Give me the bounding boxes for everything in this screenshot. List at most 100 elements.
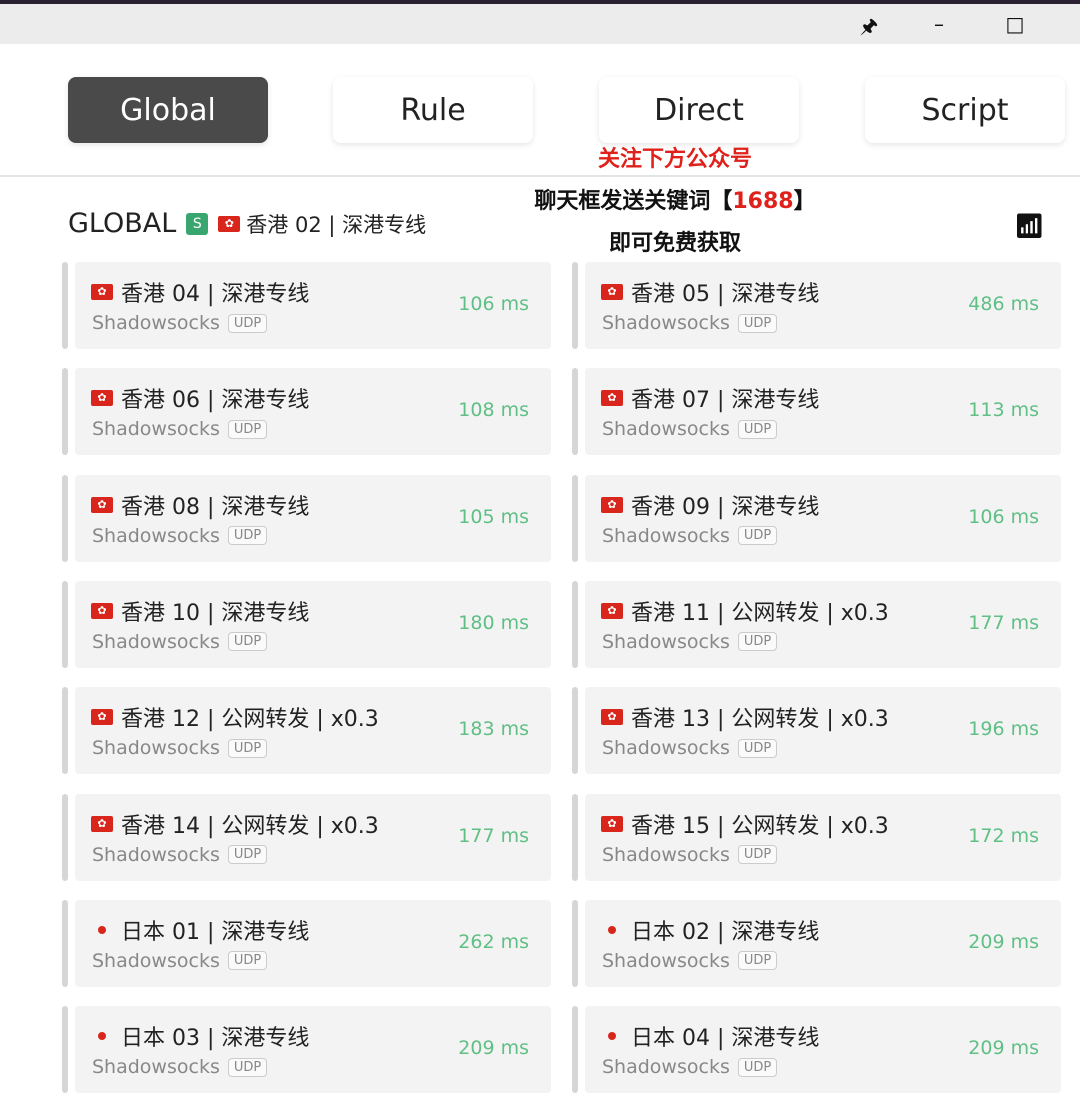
proxy-card[interactable]: 日本 01 | 深港专线 Shadowsocks UDP 262 ms — [75, 899, 551, 987]
proxy-card[interactable]: ✿ 香港 14 | 公网转发 | x0.3 Shadowsocks UDP 177 … — [75, 793, 551, 881]
proxy-card-indicator — [572, 793, 578, 881]
overlay-line-2: 聊天框发送关键词【1688】 — [0, 183, 1080, 215]
proxy-name-text: 香港 04 | 深港专线 — [121, 282, 310, 307]
overlay-text: 聊天框发送关键词【 — [534, 189, 733, 214]
proxy-type: Shadowsocks UDP — [92, 737, 268, 760]
proxy-name: ✿ 香港 05 | 深港专线 — [601, 276, 819, 308]
proxy-name-text: 香港 10 | 深港专线 — [121, 600, 310, 626]
udp-badge: UDP — [227, 419, 268, 439]
udp-badge: UDP — [737, 738, 778, 758]
maximize-icon[interactable]: □ — [1005, 12, 1025, 36]
proxy-name-text: 日本 03 | 深港专线 — [121, 1026, 310, 1052]
proxy-card[interactable]: ✿ 香港 12 | 公网转发 | x0.3 Shadowsocks UDP 183 … — [75, 687, 551, 775]
proxy-name-text: 日本 01 | 深港专线 — [121, 919, 310, 945]
title-bar: 🖈 – □ — [0, 4, 1080, 44]
mode-global-button[interactable]: Global — [68, 77, 268, 143]
proxy-card[interactable]: ✿ 香港 04 | 深港专线 Shadowsocks UDP 106 ms — [75, 262, 551, 349]
proxy-card[interactable]: 日本 03 | 深港专线 Shadowsocks UDP 209 ms — [75, 1006, 551, 1094]
proxy-delay[interactable]: 209 ms — [458, 1037, 529, 1060]
proxy-name: ✿ 香港 15 | 公网转发 | x0.3 — [601, 808, 889, 840]
jp-flag-icon — [601, 922, 623, 938]
proxy-card-indicator — [572, 262, 578, 349]
proxy-card[interactable]: ✿ 香港 05 | 深港专线 Shadowsocks UDP 486 ms — [585, 262, 1061, 349]
latency-test-icon[interactable]: 📶︎ — [1014, 212, 1045, 240]
proxy-delay[interactable]: 486 ms — [968, 293, 1039, 315]
overlay-keyword: 1688 — [732, 189, 794, 214]
proxy-protocol: Shadowsocks — [602, 843, 730, 866]
mode-script-button[interactable]: Script — [865, 77, 1065, 143]
proxy-delay[interactable]: 106 ms — [968, 505, 1039, 528]
proxy-delay[interactable]: 262 ms — [458, 930, 529, 953]
proxy-card[interactable]: 日本 04 | 深港专线 Shadowsocks UDP 209 ms — [585, 1006, 1061, 1094]
proxy-name: 日本 02 | 深港专线 — [601, 914, 819, 946]
proxy-delay[interactable]: 209 ms — [968, 1037, 1039, 1060]
group-header[interactable]: GLOBAL S ✿ 香港 02 | 深港专线 — [68, 208, 426, 239]
overlay-line-1: 关注下方公众号 — [597, 147, 752, 172]
proxy-delay[interactable]: 108 ms — [458, 399, 529, 422]
proxy-type: Shadowsocks UDP — [602, 950, 778, 972]
proxy-protocol: Shadowsocks — [602, 418, 730, 441]
proxy-card-indicator — [62, 368, 68, 456]
proxy-name: ✿ 香港 10 | 深港专线 — [91, 595, 309, 627]
proxy-name-text: 香港 14 | 公网转发 | x0.3 — [121, 813, 379, 839]
proxy-delay[interactable]: 196 ms — [968, 718, 1039, 741]
proxy-delay[interactable]: 113 ms — [968, 399, 1039, 422]
proxy-protocol: Shadowsocks — [92, 630, 220, 653]
proxy-name-text: 香港 11 | 公网转发 | x0.3 — [631, 600, 889, 626]
proxy-delay[interactable]: 177 ms — [968, 611, 1039, 634]
hk-flag-icon: ✿ — [601, 284, 623, 300]
hk-flag-icon: ✿ — [91, 390, 113, 407]
proxy-card[interactable]: ✿ 香港 09 | 深港专线 Shadowsocks UDP 106 ms — [585, 474, 1061, 562]
proxy-protocol: Shadowsocks — [602, 630, 730, 653]
overlay-line-3: 即可免费获取 — [608, 231, 741, 256]
proxy-delay[interactable]: 106 ms — [458, 293, 529, 315]
proxy-card-indicator — [62, 474, 68, 562]
proxy-card-indicator — [572, 474, 578, 562]
proxy-protocol: Shadowsocks — [602, 524, 730, 547]
proxy-name: ✿ 香港 13 | 公网转发 | x0.3 — [601, 701, 889, 733]
proxy-protocol: Shadowsocks — [602, 312, 730, 334]
proxy-name-text: 香港 06 | 深港专线 — [121, 388, 310, 414]
udp-badge: UDP — [227, 951, 268, 971]
proxy-delay[interactable]: 180 ms — [458, 611, 529, 634]
proxy-card[interactable]: ✿ 香港 15 | 公网转发 | x0.3 Shadowsocks UDP 172 … — [585, 793, 1061, 881]
udp-badge: UDP — [737, 526, 778, 546]
proxy-card[interactable]: ✿ 香港 06 | 深港专线 Shadowsocks UDP 108 ms — [75, 368, 551, 456]
proxy-card[interactable]: ✿ 香港 08 | 深港专线 Shadowsocks UDP 105 ms — [75, 474, 551, 562]
proxy-delay[interactable]: 177 ms — [458, 824, 529, 847]
proxy-type: Shadowsocks UDP — [92, 418, 268, 441]
overlay-text: 】 — [793, 189, 816, 214]
proxy-delay[interactable]: 105 ms — [458, 505, 529, 528]
proxy-name: ✿ 香港 07 | 深港专线 — [601, 382, 819, 414]
proxy-delay[interactable]: 172 ms — [968, 824, 1039, 847]
proxy-type: Shadowsocks UDP — [602, 418, 778, 441]
proxy-card-indicator — [572, 899, 578, 987]
proxy-card-indicator — [62, 899, 68, 987]
proxy-card[interactable]: ✿ 香港 11 | 公网转发 | x0.3 Shadowsocks UDP 177 … — [585, 580, 1061, 668]
proxy-name-text: 香港 08 | 深港专线 — [121, 494, 310, 520]
proxy-card[interactable]: 日本 02 | 深港专线 Shadowsocks UDP 209 ms — [585, 899, 1061, 987]
current-proxy-name: 香港 02 | 深港专线 — [246, 212, 427, 237]
proxy-protocol: Shadowsocks — [602, 737, 730, 760]
proxy-card[interactable]: ✿ 香港 07 | 深港专线 Shadowsocks UDP 113 ms — [585, 368, 1061, 456]
proxy-type: Shadowsocks UDP — [602, 1056, 778, 1078]
group-title: GLOBAL — [68, 208, 177, 239]
proxy-protocol: Shadowsocks — [92, 418, 220, 441]
proxy-protocol: Shadowsocks — [92, 524, 220, 547]
proxy-card[interactable]: ✿ 香港 13 | 公网转发 | x0.3 Shadowsocks UDP 196 … — [585, 687, 1061, 775]
proxy-protocol: Shadowsocks — [92, 737, 220, 760]
minimize-icon[interactable]: – — [934, 12, 944, 36]
group-type-badge: S — [186, 212, 209, 235]
proxy-type: Shadowsocks UDP — [602, 312, 778, 334]
mode-direct-button[interactable]: Direct — [599, 77, 799, 143]
proxy-card-indicator — [62, 687, 68, 775]
mode-rule-button[interactable]: Rule — [333, 77, 533, 143]
pin-icon[interactable]: 🖈 — [859, 14, 879, 38]
proxy-name: ✿ 香港 09 | 深港专线 — [601, 489, 819, 521]
proxy-type: Shadowsocks UDP — [92, 630, 268, 653]
udp-badge: UDP — [227, 738, 268, 758]
proxy-delay[interactable]: 209 ms — [968, 930, 1039, 953]
proxy-card[interactable]: ✿ 香港 10 | 深港专线 Shadowsocks UDP 180 ms — [75, 580, 551, 668]
proxy-name-text: 香港 15 | 公网转发 | x0.3 — [631, 813, 889, 839]
proxy-delay[interactable]: 183 ms — [458, 718, 529, 741]
